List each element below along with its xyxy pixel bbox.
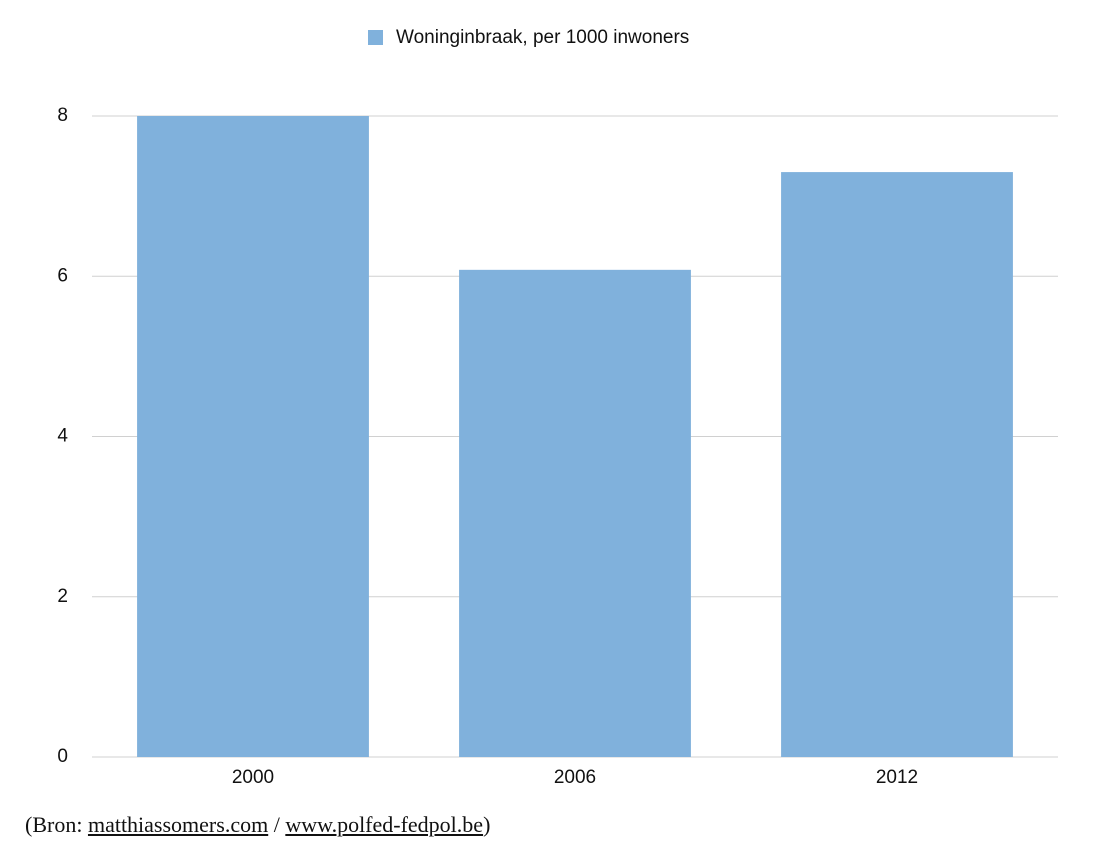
source-link[interactable]: matthiassomers.com — [87, 812, 269, 837]
footnote-lead: (Bron: — [25, 812, 83, 837]
bar — [137, 116, 369, 757]
y-tick-label: 0 — [57, 746, 68, 767]
legend-label: Woninginbraak, per 1000 inwoners — [396, 27, 689, 48]
y-tick-label: 2 — [57, 586, 68, 607]
x-tick-label: 2000 — [232, 767, 274, 788]
chart: Woninginbraak, per 1000 inwoners 0 2 4 6 8 20… — [57, 27, 1058, 788]
source-link[interactable]: www.polfed-fedpol.be — [285, 812, 484, 837]
x-tick-label: 2012 — [876, 767, 918, 788]
x-tick-label: 2006 — [554, 767, 596, 788]
bar — [781, 172, 1013, 757]
footnote-separator: / — [273, 812, 280, 837]
footnote: (Bron: matthiassomers.com / www.polfed-f… — [25, 812, 490, 838]
y-tick-label: 8 — [57, 105, 68, 126]
footnote-end: ) — [483, 812, 491, 837]
bar — [459, 269, 691, 757]
legend-swatch — [368, 30, 383, 45]
y-tick-label: 6 — [57, 265, 68, 286]
y-tick-label: 4 — [57, 426, 68, 447]
